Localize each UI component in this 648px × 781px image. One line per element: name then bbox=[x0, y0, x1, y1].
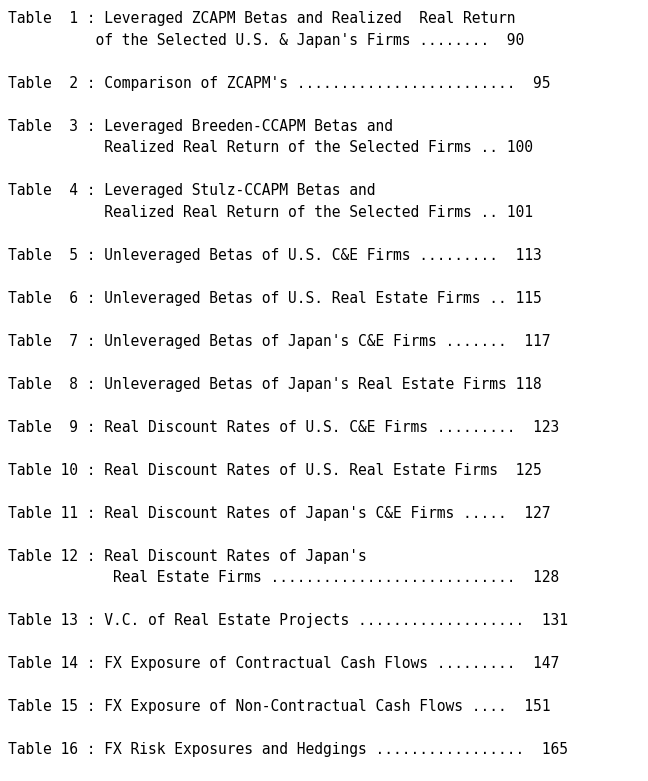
Text: Table  5 : Unleveraged Betas of U.S. C&E Firms .........  113: Table 5 : Unleveraged Betas of U.S. C&E … bbox=[8, 248, 542, 262]
Text: Table  2 : Comparison of ZCAPM's .........................  95: Table 2 : Comparison of ZCAPM's ........… bbox=[8, 76, 551, 91]
Text: Table 15 : FX Exposure of Non-Contractual Cash Flows ....  151: Table 15 : FX Exposure of Non-Contractua… bbox=[8, 699, 551, 715]
Text: Table  9 : Real Discount Rates of U.S. C&E Firms .........  123: Table 9 : Real Discount Rates of U.S. C&… bbox=[8, 419, 559, 435]
Text: Table  8 : Unleveraged Betas of Japan's Real Estate Firms 118: Table 8 : Unleveraged Betas of Japan's R… bbox=[8, 376, 542, 392]
Text: Table  4 : Leveraged Stulz-CCAPM Betas and: Table 4 : Leveraged Stulz-CCAPM Betas an… bbox=[8, 184, 375, 198]
Text: Real Estate Firms ............................  128: Real Estate Firms ......................… bbox=[8, 570, 559, 585]
Text: Realized Real Return of the Selected Firms .. 100: Realized Real Return of the Selected Fir… bbox=[8, 141, 533, 155]
Text: Table 11 : Real Discount Rates of Japan's C&E Firms .....  127: Table 11 : Real Discount Rates of Japan'… bbox=[8, 506, 551, 521]
Text: Table 14 : FX Exposure of Contractual Cash Flows .........  147: Table 14 : FX Exposure of Contractual Ca… bbox=[8, 656, 559, 671]
Text: Realized Real Return of the Selected Firms .. 101: Realized Real Return of the Selected Fir… bbox=[8, 205, 533, 219]
Text: Table  7 : Unleveraged Betas of Japan's C&E Firms .......  117: Table 7 : Unleveraged Betas of Japan's C… bbox=[8, 333, 551, 349]
Text: Table 10 : Real Discount Rates of U.S. Real Estate Firms  125: Table 10 : Real Discount Rates of U.S. R… bbox=[8, 463, 542, 478]
Text: Table 16 : FX Risk Exposures and Hedgings .................  165: Table 16 : FX Risk Exposures and Hedging… bbox=[8, 742, 568, 758]
Text: Table  3 : Leveraged Breeden-CCAPM Betas and: Table 3 : Leveraged Breeden-CCAPM Betas … bbox=[8, 119, 393, 134]
Text: Table 12 : Real Discount Rates of Japan's: Table 12 : Real Discount Rates of Japan'… bbox=[8, 549, 367, 564]
Text: Table  1 : Leveraged ZCAPM Betas and Realized  Real Return: Table 1 : Leveraged ZCAPM Betas and Real… bbox=[8, 11, 516, 27]
Text: Table 13 : V.C. of Real Estate Projects ...................  131: Table 13 : V.C. of Real Estate Projects … bbox=[8, 613, 568, 628]
Text: Table  6 : Unleveraged Betas of U.S. Real Estate Firms .. 115: Table 6 : Unleveraged Betas of U.S. Real… bbox=[8, 291, 542, 305]
Text: of the Selected U.S. & Japan's Firms ........  90: of the Selected U.S. & Japan's Firms ...… bbox=[8, 33, 524, 48]
